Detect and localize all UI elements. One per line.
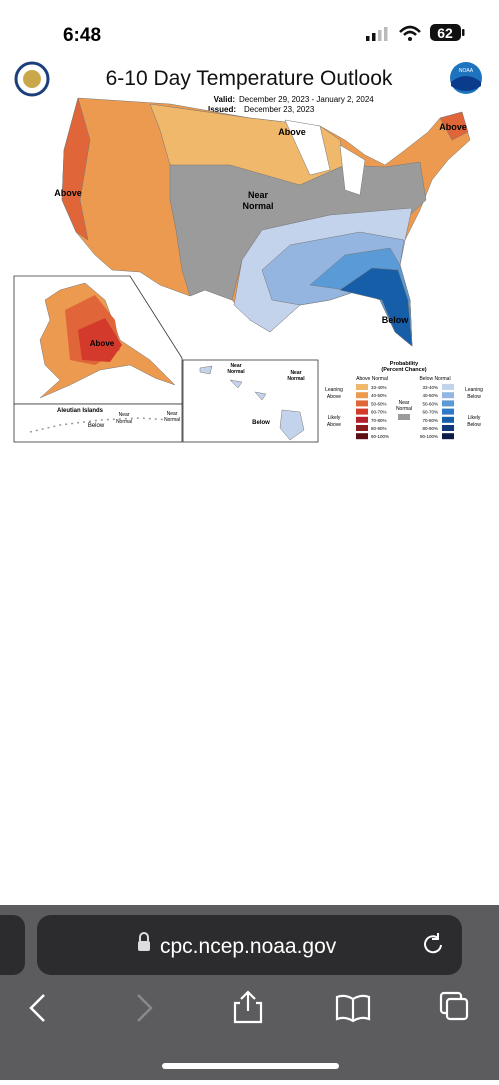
legend-group: Likely — [468, 415, 481, 421]
legend-group: Likely — [328, 415, 341, 421]
legend-swatch — [442, 433, 454, 440]
noaa-wave — [451, 76, 481, 91]
url[interactable]: cpc.ncep.noaa.gov — [160, 935, 337, 958]
legend-swatch — [356, 400, 368, 407]
legend-swatch — [442, 400, 454, 407]
issued-date: December 23, 2023 — [244, 105, 315, 114]
legend: Probability (Percent Chance) Above Norma… — [325, 361, 483, 440]
legend-bin: 70-80% — [371, 418, 387, 423]
legend-bin: 60-70% — [371, 410, 387, 415]
wifi-icon — [399, 25, 421, 36]
legend-subtitle: (Percent Chance) — [381, 367, 426, 373]
back-button[interactable] — [29, 994, 45, 1022]
region-label: Below — [382, 315, 410, 325]
wifi-dot — [408, 37, 412, 41]
legend-swatch — [442, 425, 454, 431]
battery — [430, 24, 461, 41]
legend-bin: 33-40% — [371, 385, 387, 390]
battery-cap — [462, 29, 465, 36]
reload-button[interactable] — [424, 933, 442, 954]
aleutian-title: Aleutian Islands — [57, 408, 104, 414]
legend-bin: 50-60% — [422, 401, 438, 406]
legend-swatch — [356, 416, 368, 423]
legend-swatch — [442, 384, 454, 390]
legend-group: Leaning — [325, 387, 343, 393]
aleutian-label: Normal — [116, 419, 132, 425]
bookmarks-button[interactable] — [335, 994, 371, 1023]
legend-group: Normal — [396, 406, 412, 412]
lock-shackle — [139, 932, 149, 941]
legend-swatch — [356, 384, 368, 390]
address-bar[interactable] — [37, 915, 462, 975]
valid-label: Valid: — [214, 95, 235, 104]
legend-swatch — [356, 408, 368, 415]
legend-bin: 90-100% — [420, 434, 438, 439]
hawaii — [199, 365, 305, 441]
region-label: Above — [439, 122, 467, 132]
legend-group: Above — [327, 422, 341, 428]
legend-group: Below — [467, 394, 481, 400]
issued-label: Issued: — [208, 105, 236, 114]
legend-header: Above Normal — [356, 376, 388, 382]
previous-tab[interactable] — [0, 915, 25, 975]
legend-bin: 40-50% — [422, 393, 438, 398]
tabs-button-front — [445, 997, 469, 1021]
legend-swatch — [356, 433, 368, 440]
legend-swatch — [442, 416, 454, 423]
battery-level: 62 — [437, 25, 453, 41]
legend-swatch — [356, 425, 368, 431]
region-label: Above — [54, 188, 82, 198]
legend-group: Leaning — [465, 387, 483, 393]
legend-group: Above — [327, 394, 341, 400]
region-label: Above — [90, 339, 115, 348]
legend-bin: 80-90% — [371, 426, 387, 431]
legend-title: Probability — [390, 361, 419, 367]
hawaii-label: Below — [252, 420, 270, 426]
doc-seal-center — [23, 70, 41, 88]
aleutian-label: Near — [119, 412, 130, 418]
legend-header: Below Normal — [419, 376, 450, 382]
forward-button[interactable] — [137, 994, 153, 1022]
legend-swatch — [442, 392, 454, 399]
valid-dates: December 29, 2023 - January 2, 2024 — [239, 95, 374, 104]
legend-swatch — [442, 408, 454, 415]
aleutian-inset — [13, 403, 183, 443]
hawaii-label: Normal — [227, 369, 245, 375]
hawaii-label: Near — [290, 370, 301, 376]
legend-bin: 70-80% — [422, 418, 438, 423]
lock-icon — [138, 941, 150, 951]
region-label: Near — [248, 190, 269, 200]
legend-swatch — [356, 392, 368, 399]
signal-icon — [366, 27, 388, 41]
legend-group: Near — [399, 400, 410, 406]
legend-bin: 90-100% — [371, 434, 389, 439]
islands — [29, 417, 171, 433]
aleutian-label: Below — [88, 423, 105, 429]
share-button[interactable] — [233, 990, 263, 1024]
aleutian-label: Normal — [164, 417, 180, 423]
alaska-zone — [78, 318, 122, 362]
legend-bin: 33-40% — [422, 385, 438, 390]
legend-bin: 80-90% — [422, 426, 438, 431]
legend-bin: 50-60% — [371, 401, 387, 406]
hawaii-label: Near — [230, 363, 241, 369]
conus-map — [61, 97, 471, 347]
aleutian-label: Near — [167, 411, 178, 417]
time: 6:48 — [63, 25, 101, 46]
legend-bin: 60-70% — [422, 410, 438, 415]
home-indicator — [162, 1063, 339, 1069]
legend-group: Below — [467, 422, 481, 428]
near-normal-swatch — [398, 414, 410, 420]
map-title: 6-10 Day Temperature Outlook — [106, 67, 393, 90]
hawaii-label: Normal — [287, 376, 305, 382]
region-label: Normal — [242, 201, 273, 211]
region-label: Above — [278, 127, 306, 137]
legend-bin: 40-50% — [371, 393, 387, 398]
noaa-text: NOAA — [459, 68, 474, 74]
